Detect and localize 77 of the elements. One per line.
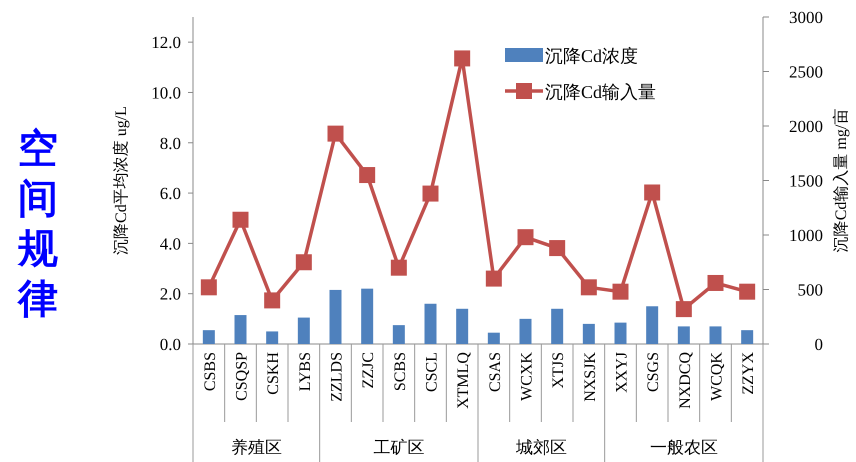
- bar: [202, 330, 215, 344]
- bar: [582, 324, 595, 344]
- y-tick-label: 4.0: [160, 234, 181, 254]
- legend-label: 沉降Cd输入量: [545, 82, 656, 102]
- bar: [424, 304, 436, 344]
- point: [708, 274, 724, 291]
- point: [644, 184, 660, 200]
- x-tick-label: CSCL: [424, 352, 440, 392]
- y-tick-label: 6.0: [160, 184, 181, 204]
- x-tick-label: XTJS: [550, 352, 568, 388]
- x-tick-label: CSKH: [265, 352, 282, 395]
- text: 一般农区: [650, 438, 718, 457]
- bar: [330, 290, 342, 344]
- y2-tick-label: 1000: [789, 226, 823, 245]
- bar: [456, 308, 468, 344]
- bar: [520, 318, 532, 344]
- point: [422, 186, 438, 202]
- y-tick-label: 10.0: [151, 83, 181, 102]
- point: [676, 301, 692, 318]
- x-tick-label: NXDCQ: [676, 352, 694, 409]
- bar: [710, 326, 722, 344]
- x-tick-label: CSGS: [645, 352, 662, 392]
- y-tick-label: 12.0: [151, 33, 181, 52]
- point: [612, 284, 628, 300]
- y2-tick-label: 2500: [789, 62, 823, 82]
- point: [264, 292, 280, 308]
- point: [518, 229, 534, 246]
- bar: [646, 306, 658, 344]
- bar: [741, 330, 754, 344]
- x-tick-label: ZZJC: [360, 352, 378, 388]
- x-tick-label: ZZLDS: [328, 352, 346, 402]
- y-tick-label: 2.0: [160, 284, 181, 304]
- y-tick-label: 8.0: [160, 134, 181, 153]
- x-tick-label: CSBS: [202, 352, 219, 392]
- text: 养殖区: [230, 438, 282, 457]
- point: [328, 126, 344, 142]
- bar: [614, 322, 626, 344]
- y-axis-title: 沉降Cd平均浓度 ug/L: [112, 106, 130, 255]
- y2-tick-label: 0: [814, 335, 823, 354]
- x-tick-label: CSQSP: [234, 352, 250, 401]
- x-tick-label: SCBS: [392, 352, 409, 392]
- bar: [678, 326, 690, 344]
- x-tick-label: XTMLQ: [455, 352, 472, 409]
- x-tick-label: LYBS: [296, 352, 314, 392]
- point: [486, 270, 502, 287]
- bar: [392, 325, 405, 344]
- y2-axis-title: 沉降Cd输入量 mg/亩: [832, 108, 850, 252]
- bar: [298, 318, 310, 344]
- point: [739, 284, 756, 300]
- x-tick-label: NXSJK: [582, 352, 599, 402]
- point: [232, 212, 248, 228]
- y-tick-label: 0.0: [160, 335, 181, 354]
- point: [359, 167, 376, 184]
- x-tick-label: WCQK: [708, 352, 726, 401]
- point: [580, 279, 597, 296]
- point: [390, 260, 407, 276]
- bar: [488, 332, 500, 344]
- point: [200, 279, 217, 296]
- bar: [361, 288, 374, 344]
- text: 城郊区: [514, 438, 567, 457]
- y2-tick-label: 3000: [789, 8, 823, 27]
- y2-tick-label: 2000: [789, 117, 823, 136]
- y2-tick-label: 500: [798, 280, 823, 300]
- point: [549, 240, 566, 256]
- point: [296, 254, 312, 270]
- bar: [234, 315, 246, 344]
- legend-label: 沉降Cd浓度: [545, 46, 638, 66]
- x-tick-label: ZZYX: [740, 352, 758, 395]
- x-tick-label: WCXK: [518, 352, 536, 401]
- bar: [551, 308, 564, 344]
- point: [454, 50, 470, 66]
- bar: [266, 331, 278, 344]
- x-tick-label: CSAS: [486, 352, 504, 392]
- y2-tick-label: 1500: [789, 172, 823, 190]
- text: 工矿区: [373, 438, 424, 457]
- x-tick-label: XXYJ: [614, 352, 630, 393]
- text: 空间规律: [17, 126, 58, 321]
